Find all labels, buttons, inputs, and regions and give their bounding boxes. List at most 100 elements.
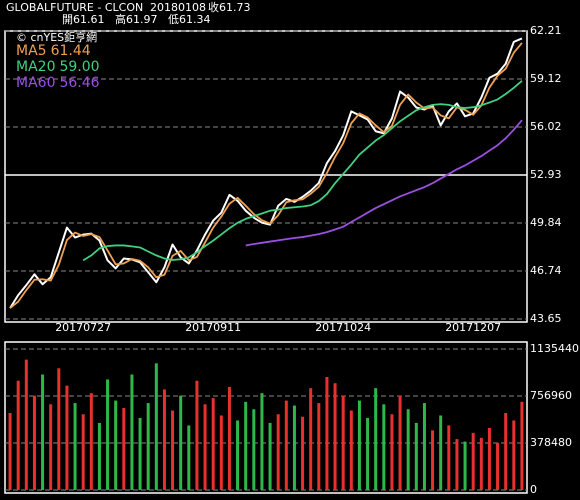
quote-value: 61.61: [73, 13, 105, 26]
volume-bar: [341, 395, 345, 490]
volume-bar: [366, 417, 370, 490]
legend-name: MA5: [16, 43, 47, 59]
volume-bar: [357, 400, 361, 490]
volume-bar: [32, 395, 36, 490]
volume-bar: [260, 393, 264, 490]
x-tick-label: 20170911: [185, 321, 241, 334]
volume-bar: [57, 368, 61, 490]
volume-bar: [162, 389, 166, 490]
volume-bar: [130, 374, 134, 490]
volume-bar: [406, 409, 410, 490]
volume-bar: [325, 376, 329, 490]
volume-bar: [8, 413, 12, 490]
legend-entry: MA20 59.00: [16, 59, 100, 75]
volume-bar: [89, 393, 93, 490]
volume-bar: [349, 410, 353, 490]
volume-bar: [236, 420, 240, 490]
y-tick-label: 59.12: [530, 72, 562, 85]
symbol: GLOBALFUTURE - CLCON: [6, 1, 143, 14]
volume-bar: [512, 420, 516, 490]
quote-label: 高: [115, 12, 126, 26]
volume-bar: [171, 410, 175, 490]
volume-bar: [447, 425, 451, 490]
quote-value: 61.34: [179, 13, 211, 26]
volume-bar: [284, 400, 288, 490]
volume-bar: [463, 441, 467, 490]
volume-bar: [179, 395, 183, 490]
volume-bar: [374, 388, 378, 490]
volume-bar: [431, 430, 435, 490]
volume-bar: [317, 403, 321, 490]
legend-entry: MA5 61.44: [16, 43, 91, 59]
quote-label: 低: [168, 13, 179, 26]
x-tick-label: 20171024: [315, 321, 371, 334]
y-tick-label: 62.21: [530, 24, 562, 37]
volume-bar: [187, 425, 191, 490]
volume-bar: [422, 403, 426, 490]
y-tick-label: 56.02: [530, 120, 562, 133]
volume-bar: [49, 404, 53, 490]
date: 20180108: [150, 1, 206, 14]
quote-label: 收: [208, 0, 219, 14]
volume-bar: [479, 437, 483, 490]
quote: 低61.34: [168, 13, 211, 26]
volume-bar: [16, 380, 20, 490]
volume-bar: [219, 415, 223, 490]
series-line: [245, 119, 523, 247]
legend-name: MA20: [16, 59, 55, 75]
volume-bar: [195, 380, 199, 490]
volume-bar: [211, 398, 215, 490]
y-tick-label: 49.84: [530, 216, 562, 229]
volume-bar: [154, 363, 158, 490]
quote-value: 61.97: [126, 13, 158, 26]
volume-bar: [390, 414, 394, 490]
volume-bar: [471, 432, 475, 490]
volume-bar: [41, 374, 45, 490]
legend-value: 59.00: [59, 59, 99, 75]
y-tick-label: 52.93: [530, 168, 562, 181]
volume-bar: [106, 379, 110, 490]
volume-bar: [97, 422, 101, 490]
volume-bar: [398, 395, 402, 490]
legend-value: 61.44: [51, 43, 91, 59]
volume-bar: [244, 401, 248, 490]
legend-entry: MA60 56.46: [16, 75, 100, 91]
volume-bar: [146, 403, 150, 490]
volume-frame: [4, 341, 528, 494]
series-line: [9, 42, 523, 309]
volume-bar: [138, 417, 142, 490]
quote-value: 61.73: [219, 1, 251, 14]
volume-bar: [455, 439, 459, 490]
legend-value: 56.46: [59, 75, 99, 91]
y-tick-label: 756960: [530, 389, 572, 402]
volume-bar: [301, 416, 305, 490]
x-tick-label: 20171207: [445, 321, 501, 334]
volume-bar: [252, 409, 256, 490]
volume-bar: [487, 427, 491, 490]
copyright: © cnYES鉅亨網: [16, 30, 97, 44]
volume-bar: [268, 422, 272, 490]
quote: 收61.73: [208, 0, 251, 14]
volume-bar: [504, 413, 508, 490]
volume-bar: [65, 385, 69, 490]
quote-label: 開: [62, 13, 73, 26]
y-tick-label: 378480: [530, 436, 572, 449]
volume-bar: [276, 414, 280, 490]
volume-bar: [520, 401, 524, 490]
volume-bar: [382, 404, 386, 490]
volume-bar: [414, 422, 418, 490]
volume-bar: [24, 359, 28, 490]
volume-bar: [73, 403, 77, 490]
volume-bar: [309, 388, 313, 490]
volume-bar: [81, 414, 85, 490]
series-line: [82, 80, 523, 262]
series-line: [9, 37, 523, 309]
volume-bar: [114, 400, 118, 490]
quote: 開61.61: [62, 13, 105, 26]
volume-bar: [227, 386, 231, 490]
y-tick-label: 46.74: [530, 264, 562, 277]
volume-bar: [439, 415, 443, 490]
x-tick-label: 20170727: [55, 321, 111, 334]
